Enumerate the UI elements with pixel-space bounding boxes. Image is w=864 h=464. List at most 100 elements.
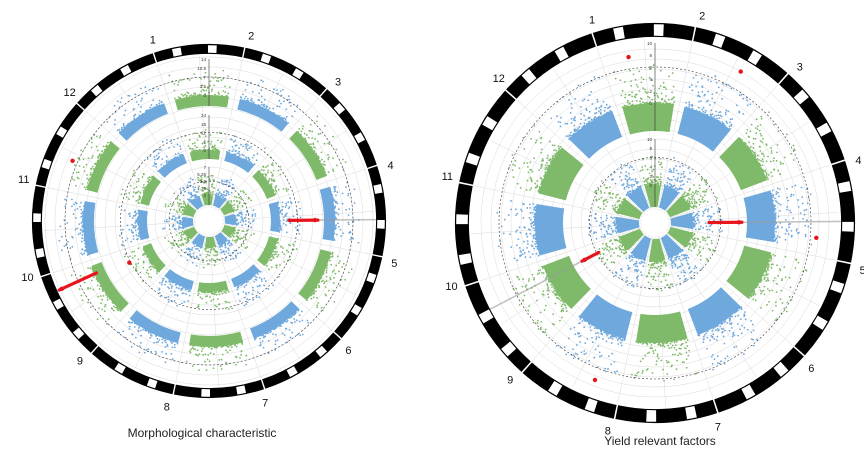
data-point: [692, 238, 694, 241]
data-point: [697, 248, 700, 251]
data-point: [662, 368, 664, 371]
data-point: [655, 92, 658, 95]
data-point: [126, 224, 129, 227]
data-point: [669, 283, 672, 286]
data-point: [244, 219, 247, 222]
data-point: [576, 130, 579, 133]
data-point: [285, 249, 288, 252]
chromosome-marker: [712, 33, 726, 48]
data-point: [762, 274, 765, 277]
data-point: [682, 170, 685, 173]
data-point: [222, 183, 225, 186]
data-point: [605, 214, 608, 217]
data-point: [168, 287, 171, 290]
data-point: [548, 289, 550, 292]
data-point: [149, 268, 152, 271]
data-point: [71, 205, 73, 208]
data-point: [683, 275, 686, 277]
data-point: [184, 230, 187, 233]
data-point: [236, 208, 239, 211]
data-point: [766, 264, 769, 266]
data-point: [169, 283, 172, 286]
data-point: [220, 140, 223, 142]
data-point: [799, 212, 802, 215]
data-point: [638, 262, 641, 264]
data-point: [195, 194, 197, 196]
data-point: [273, 180, 276, 183]
data-point: [657, 96, 660, 99]
data-point: [215, 293, 218, 296]
data-point: [614, 371, 616, 373]
data-point: [760, 134, 763, 137]
data-point: [333, 232, 336, 235]
data-point: [636, 85, 639, 88]
data-point: [560, 305, 563, 308]
data-point: [671, 353, 674, 356]
data-point: [622, 248, 625, 251]
data-point: [99, 295, 102, 297]
data-point: [587, 99, 590, 102]
data-point: [534, 233, 537, 236]
chromosome-label: 1: [150, 34, 156, 46]
data-point: [518, 247, 521, 249]
data-point: [249, 222, 252, 225]
data-point: [138, 235, 141, 238]
center-hole: [641, 209, 669, 237]
data-point: [233, 214, 236, 217]
data-point: [633, 189, 636, 192]
data-point: [655, 180, 658, 182]
data-point: [225, 349, 227, 352]
data-point: [270, 255, 273, 258]
data-point: [775, 291, 778, 294]
data-point: [595, 231, 598, 234]
data-point: [599, 108, 602, 111]
data-point: [317, 140, 319, 143]
data-point: [716, 328, 719, 330]
data-point: [700, 225, 702, 228]
data-point: [82, 158, 85, 161]
data-point: [146, 254, 148, 257]
data-point: [233, 187, 236, 190]
data-point: [232, 235, 235, 238]
data-point: [526, 162, 529, 164]
data-point: [611, 248, 614, 250]
data-point: [178, 284, 181, 287]
data-point: [710, 334, 713, 337]
data-point: [530, 137, 533, 140]
data-point: [193, 73, 196, 75]
data-point: [625, 193, 628, 196]
data-point: [706, 259, 709, 262]
data-point: [171, 285, 173, 288]
data-point: [202, 354, 205, 356]
data-point: [124, 336, 127, 339]
data-point: [616, 225, 618, 228]
data-point: [634, 265, 637, 268]
data-point: [625, 257, 628, 260]
data-point: [691, 104, 694, 107]
series-band: [86, 141, 120, 193]
data-point: [64, 205, 67, 208]
data-point: [336, 191, 339, 194]
data-point: [653, 342, 655, 344]
data-point: [210, 174, 213, 177]
data-point: [641, 342, 644, 345]
data-point: [206, 86, 209, 89]
data-point: [287, 251, 290, 253]
data-point: [217, 193, 220, 196]
data-point: [245, 238, 247, 241]
data-point: [593, 76, 596, 78]
data-point: [123, 114, 126, 116]
grid-spoke: [474, 185, 642, 221]
data-point: [191, 241, 194, 244]
data-point: [631, 258, 633, 261]
data-point: [759, 164, 762, 166]
data-point: [163, 220, 166, 223]
data-point: [521, 202, 524, 205]
data-point: [594, 115, 597, 118]
data-point: [630, 84, 633, 87]
data-point: [141, 97, 143, 100]
data-point: [640, 260, 643, 263]
center-hole: [195, 207, 223, 235]
data-point: [746, 129, 749, 131]
data-point: [138, 345, 141, 347]
